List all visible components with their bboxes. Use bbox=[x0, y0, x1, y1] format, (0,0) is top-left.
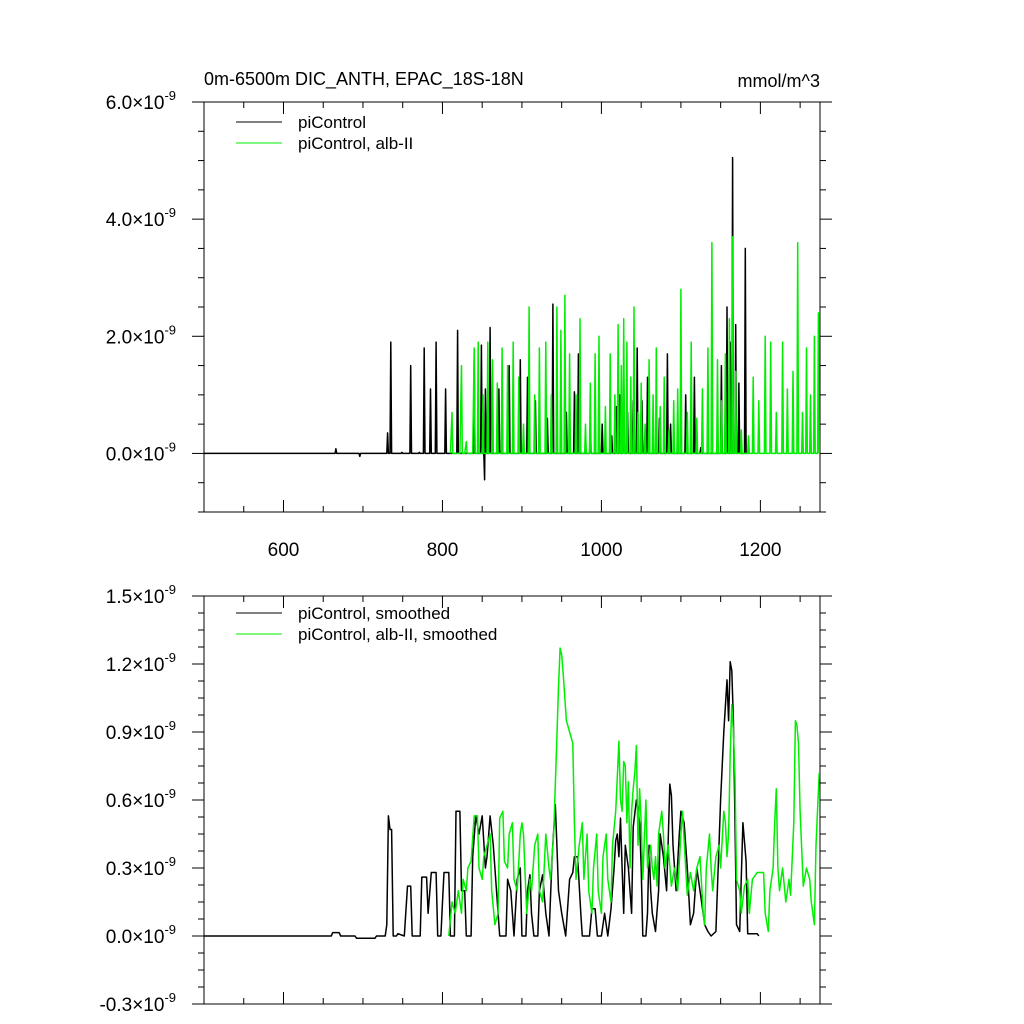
series-line-1 bbox=[448, 647, 820, 937]
legend-label-0: piControl bbox=[298, 113, 366, 132]
legend-label-0: piControl, smoothed bbox=[298, 604, 450, 623]
bottom-panel: -0.3×10-9 0.0×10-9 0.3×10-9 0.6×10-9 0.9×10-… bbox=[99, 582, 832, 1016]
y-tick-label: -0.3×10-9 bbox=[99, 990, 176, 1016]
series-line-0 bbox=[204, 156, 749, 481]
legend: piControl piControl, alb-II bbox=[236, 113, 413, 153]
y-tick-label: 1.5×10-9 bbox=[106, 582, 176, 608]
y-tick-label: 0.6×10-9 bbox=[106, 786, 176, 812]
y-tick-label: 6.0×10-9 bbox=[106, 88, 176, 114]
y-tick-label: 0.0×10-9 bbox=[106, 439, 176, 465]
x-tick-label: 600 bbox=[268, 540, 300, 561]
legend: piControl, smoothed piControl, alb-II, s… bbox=[236, 604, 497, 644]
x-axis: 600 800 1000 1200 bbox=[203, 102, 801, 561]
series-line-1 bbox=[449, 235, 820, 455]
y-axis: -0.3×10-9 0.0×10-9 0.3×10-9 0.6×10-9 0.9×10-… bbox=[99, 582, 832, 1016]
series-line-0 bbox=[204, 660, 760, 940]
y-tick-label: 0.3×10-9 bbox=[106, 854, 176, 880]
plot-frame bbox=[203, 595, 821, 1005]
y-tick-label: 0.0×10-9 bbox=[106, 922, 176, 948]
units-label: mmol/m^3 bbox=[738, 71, 820, 91]
x-tick-label: 1200 bbox=[739, 540, 781, 561]
top-panel: 0m-6500m DIC_ANTH, EPAC_18S-18N mmol/m^3… bbox=[106, 69, 832, 561]
y-tick-label: 2.0×10-9 bbox=[106, 322, 176, 348]
chart-title: 0m-6500m DIC_ANTH, EPAC_18S-18N bbox=[204, 69, 524, 90]
legend-label-1: piControl, alb-II, smoothed bbox=[298, 625, 497, 644]
y-axis: 0.0×10-9 2.0×10-9 4.0×10-9 6.0×10-9 bbox=[106, 88, 832, 513]
legend-label-1: piControl, alb-II bbox=[298, 134, 413, 153]
x-tick-label: 1000 bbox=[580, 540, 622, 561]
series-lines bbox=[204, 647, 820, 940]
y-tick-label: 1.2×10-9 bbox=[106, 650, 176, 676]
x-axis bbox=[203, 596, 801, 1004]
series-lines bbox=[204, 156, 820, 481]
y-tick-label: 0.9×10-9 bbox=[106, 718, 176, 744]
x-tick-label: 800 bbox=[427, 540, 459, 561]
y-tick-label: 4.0×10-9 bbox=[106, 205, 176, 231]
